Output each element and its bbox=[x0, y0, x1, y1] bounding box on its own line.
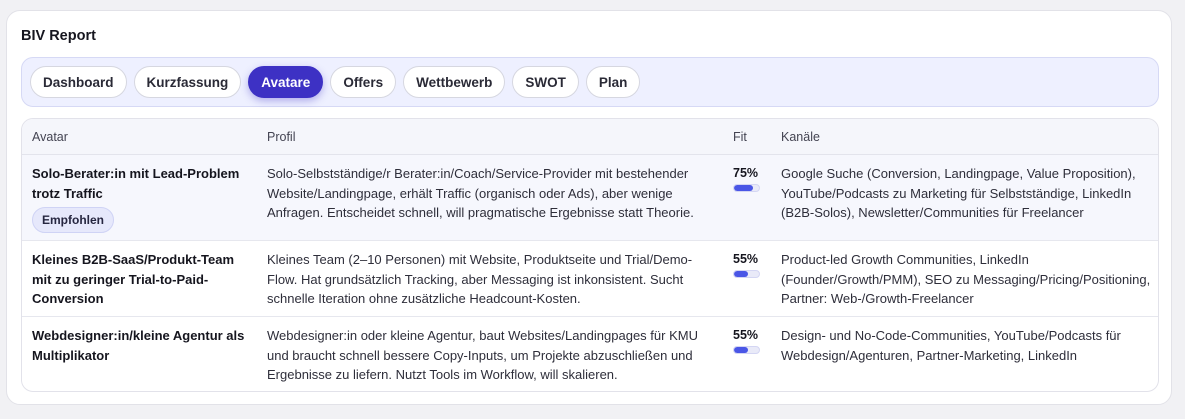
header-kanaele: Kanäle bbox=[781, 130, 820, 144]
tab-offers[interactable]: Offers bbox=[330, 66, 397, 98]
tab-avatare[interactable]: Avatare bbox=[248, 66, 324, 98]
fit-bar-fill bbox=[734, 185, 753, 191]
kanaele-text: Product-led Growth Communities, LinkedIn… bbox=[781, 252, 1151, 306]
tab-dashboard[interactable]: Dashboard bbox=[30, 66, 127, 98]
fit-bar bbox=[733, 346, 760, 354]
recommended-badge: Empfohlen bbox=[32, 207, 114, 233]
report-card: BIV Report Dashboard Kurzfassung Avatare… bbox=[6, 10, 1172, 405]
kanaele-text: Google Suche (Conversion, Landingpage, V… bbox=[781, 166, 1136, 220]
fit-value: 55% bbox=[733, 328, 759, 342]
tab-bar: Dashboard Kurzfassung Avatare Offers Wet… bbox=[21, 57, 1159, 107]
fit-bar-fill bbox=[734, 271, 748, 277]
fit-cell: 55% bbox=[733, 250, 773, 278]
avatar-name: Solo-Berater:in mit Lead-Problem trotz T… bbox=[32, 166, 240, 201]
avatar-name: Kleines B2B-SaaS/Produkt-Team mit zu ger… bbox=[32, 252, 235, 306]
profil-text: Webdesigner:in oder kleine Agentur, baut… bbox=[267, 328, 698, 382]
fit-cell: 55% bbox=[733, 326, 773, 354]
header-profil: Profil bbox=[267, 130, 296, 144]
kanaele-text: Design- und No-Code-Communities, YouTube… bbox=[781, 328, 1121, 363]
tab-kurzfassung[interactable]: Kurzfassung bbox=[133, 66, 242, 98]
tab-wettbewerb[interactable]: Wettbewerb bbox=[403, 66, 506, 98]
fit-value: 55% bbox=[733, 252, 759, 266]
fit-cell: 75% bbox=[733, 164, 773, 192]
fit-bar bbox=[733, 184, 760, 192]
fit-bar bbox=[733, 270, 760, 278]
table-header: Avatar Profil Fit Kanäle bbox=[22, 119, 1158, 155]
header-avatar: Avatar bbox=[32, 130, 68, 144]
profil-text: Kleines Team (2–10 Personen) mit Website… bbox=[267, 252, 693, 306]
avatar-table: Avatar Profil Fit Kanäle Solo-Berater:in… bbox=[21, 118, 1159, 392]
tab-swot[interactable]: SWOT bbox=[512, 66, 579, 98]
table-row: Solo-Berater:in mit Lead-Problem trotz T… bbox=[22, 155, 1158, 241]
avatar-name: Webdesigner:in/kleine Agentur als Multip… bbox=[32, 328, 245, 363]
header-fit: Fit bbox=[733, 130, 747, 144]
report-title: BIV Report bbox=[21, 28, 96, 44]
table-row: Webdesigner:in/kleine Agentur als Multip… bbox=[22, 317, 1158, 391]
tab-plan[interactable]: Plan bbox=[585, 66, 641, 98]
fit-bar-fill bbox=[734, 347, 748, 353]
fit-value: 75% bbox=[733, 166, 759, 180]
table-row: Kleines B2B-SaaS/Produkt-Team mit zu ger… bbox=[22, 241, 1158, 317]
profil-text: Solo-Selbstständige/r Berater:in/Coach/S… bbox=[267, 166, 694, 220]
